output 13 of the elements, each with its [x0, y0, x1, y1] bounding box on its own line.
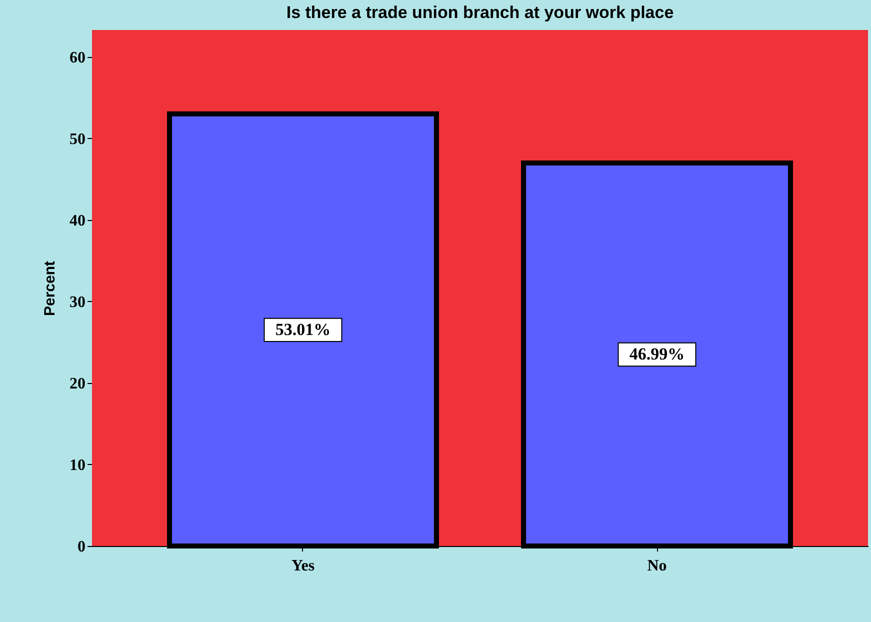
y-tick-label: 60	[70, 49, 86, 66]
y-tick-label: 20	[70, 375, 86, 392]
data-label: 46.99%	[629, 344, 685, 364]
chart-title: Is there a trade union branch at your work place	[286, 3, 674, 22]
y-tick-label: 40	[70, 212, 86, 230]
x-tick-label: No	[647, 558, 667, 574]
y-tick-label: 30	[70, 294, 86, 311]
data-label: 53.01%	[275, 320, 331, 339]
y-tick-label: 10	[70, 456, 86, 474]
y-tick-label: 0	[78, 538, 86, 556]
y-tick-label: 50	[70, 130, 86, 148]
x-tick-label: Yes	[291, 558, 315, 574]
y-axis-title: Percent	[42, 260, 58, 316]
